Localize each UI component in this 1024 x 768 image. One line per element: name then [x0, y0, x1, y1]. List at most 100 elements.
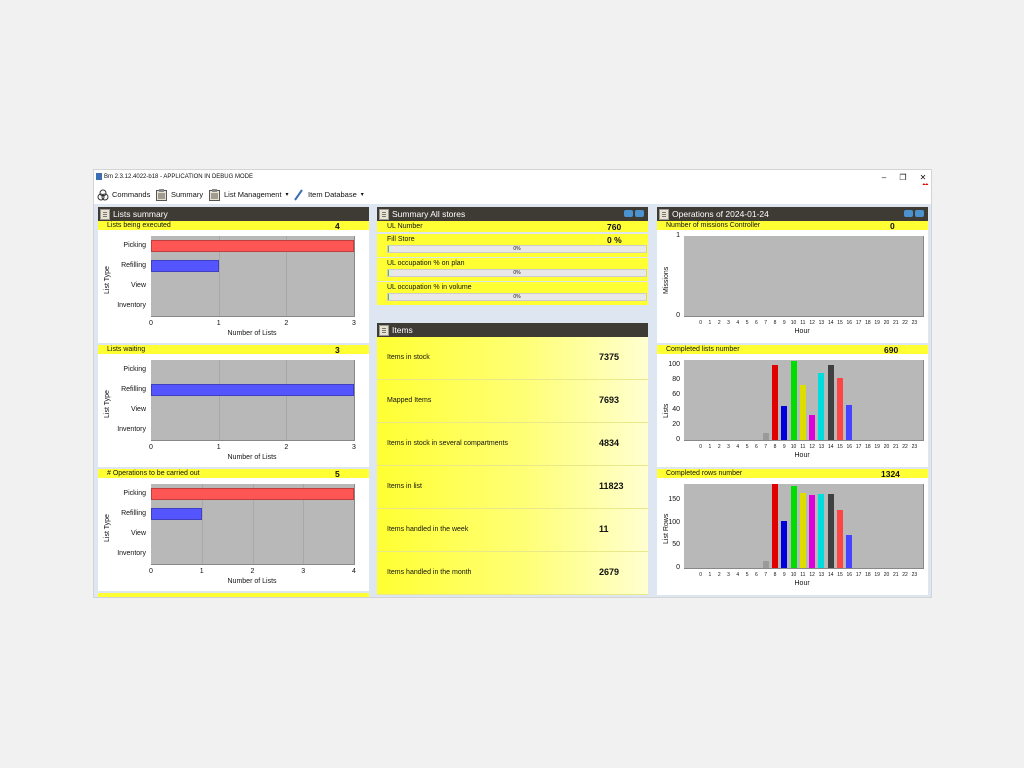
bar [151, 384, 354, 396]
bar [762, 432, 769, 440]
y-tick-label: 0 [676, 436, 680, 443]
y-tick-label: 50 [672, 541, 680, 549]
x-tick-label: 12 [809, 444, 815, 450]
items-row-value: 2679 [599, 567, 620, 577]
x-tick-label: 4 [736, 320, 740, 326]
bar [790, 486, 797, 568]
x-axis-label: Number of Lists [227, 454, 277, 461]
y-tick-label: Refilling [121, 386, 146, 393]
items-row-label: Items in stock [387, 354, 430, 361]
x-tick-label: 20 [883, 444, 890, 450]
items-title: Items [392, 325, 413, 335]
bar [771, 484, 778, 568]
restore-button[interactable]: ❐ [899, 173, 907, 182]
x-tick-label: 23 [911, 572, 918, 578]
arrow-left-icon[interactable] [904, 210, 913, 217]
x-tick-label: 17 [855, 444, 862, 450]
grid-line [286, 236, 288, 316]
list-management-icon [209, 188, 220, 201]
operations-todo-chart: 0 1 2 3 4 Picking Refilling View Inventory Number… [98, 478, 369, 591]
operations-panel: Operations of 2024-01-24 Number of missi… [657, 207, 928, 597]
fill-store-label: Fill Store [387, 236, 415, 243]
menu-commands[interactable]: Commands [97, 187, 150, 202]
menu-item-database[interactable]: Item Database ▾ [293, 187, 364, 202]
bar [151, 488, 354, 500]
close-button[interactable]: ✕ [919, 173, 927, 182]
bar [809, 495, 816, 568]
occupation-volume-progress: 0% [387, 293, 647, 301]
x-tick-label: 3 [727, 572, 730, 578]
y-tick-label: Inventory [117, 302, 146, 309]
x-tick-label: 11 [800, 320, 806, 326]
lists-waiting-count: 3 [335, 345, 340, 355]
progress-fill [388, 294, 389, 300]
x-tick-label: 3 [727, 320, 730, 326]
completed-lists-label: Completed lists number [666, 346, 740, 353]
y-tick-label: 1 [676, 232, 680, 239]
y-tick-label: 80 [672, 376, 680, 384]
x-tick-label: 3 [727, 444, 730, 450]
y-tick-label: 100 [668, 518, 680, 526]
grid-line [252, 484, 254, 564]
y-tick-label: Picking [123, 366, 146, 373]
bar [781, 521, 788, 568]
x-tick-label: 15 [837, 572, 843, 578]
x-tick-label: 1 [216, 444, 221, 451]
x-tick-label: 13 [818, 444, 825, 450]
x-tick-label: 15 [837, 444, 843, 450]
menu-list-management[interactable]: List Management ▾ [209, 187, 289, 202]
x-tick-label: 10 [790, 572, 797, 578]
summary-icon [156, 188, 167, 201]
occupation-plan-progress-text: 0% [513, 270, 521, 276]
bar [762, 561, 769, 568]
x-tick-label: 17 [855, 320, 862, 326]
x-tick-label: 0 [699, 320, 703, 326]
occupation-plan-progress: 0% [387, 269, 647, 277]
arrow-left-icon[interactable] [624, 210, 633, 217]
y-tick-label: Refilling [121, 510, 146, 517]
title-bar: Bm 2.3.12.4022-b18 - APPLICATION IN DEBU… [94, 170, 931, 185]
missions-label: Number of missions Controller [666, 222, 761, 229]
y-tick-label: 20 [672, 421, 680, 429]
missions-count: 0 [890, 221, 895, 231]
items-row-label: Items handled in the month [387, 569, 472, 576]
x-tick-label: 10 [790, 320, 797, 326]
nav-arrows [904, 210, 924, 217]
ul-number-row: UL Number 760 [377, 221, 648, 232]
y-tick-label: Picking [123, 490, 146, 497]
occupation-plan-row: UL occupation % on plan 0% [377, 258, 648, 281]
y-axis-label: Missions [663, 266, 670, 294]
x-tick-label: 1 [216, 320, 221, 327]
x-tick-label: 14 [827, 444, 834, 450]
completed-rows-label: Completed rows number [666, 470, 743, 477]
menu-summary[interactable]: Summary [156, 187, 203, 202]
items-header: Items [377, 323, 648, 337]
panel-footer [98, 593, 369, 597]
items-row: Items handled in the week 11 [377, 509, 648, 552]
x-tick-label: 2 [284, 444, 289, 451]
x-tick-label: 22 [902, 444, 908, 450]
minimize-button[interactable]: – [881, 173, 887, 182]
lists-waiting-header: Lists waiting 3 [98, 345, 369, 355]
y-tick-label: 100 [668, 361, 680, 369]
arrow-right-icon[interactable] [635, 210, 644, 217]
occupation-volume-label: UL occupation % in volume [387, 284, 472, 291]
item-database-icon [293, 188, 304, 201]
x-tick-label: 9 [782, 444, 786, 450]
app-window: Bm 2.3.12.4022-b18 - APPLICATION IN DEBU… [93, 169, 932, 598]
nav-arrows [624, 210, 644, 217]
bar [151, 508, 202, 520]
grid-line [286, 360, 288, 440]
x-tick-label: 2 [717, 444, 721, 450]
operations-todo-header: # Operations to be carried out 5 [98, 469, 369, 479]
lists-summary-title: Lists summary [113, 209, 168, 219]
arrow-right-icon[interactable] [915, 210, 924, 217]
items-row-label: Mapped Items [387, 397, 432, 404]
x-tick-label: 19 [874, 320, 880, 326]
x-tick-label: 5 [745, 572, 749, 578]
x-tick-label: 7 [764, 320, 768, 326]
x-tick-label: 0 [149, 320, 153, 327]
missions-chart: 0 1 0 1 2 3 4 5 6 7 8 9 10 11 12 13 14 15 16 17 18 19 20 21 22 23… [657, 230, 928, 343]
x-tick-label: 14 [827, 572, 834, 578]
x-tick-label: 7 [764, 572, 768, 578]
